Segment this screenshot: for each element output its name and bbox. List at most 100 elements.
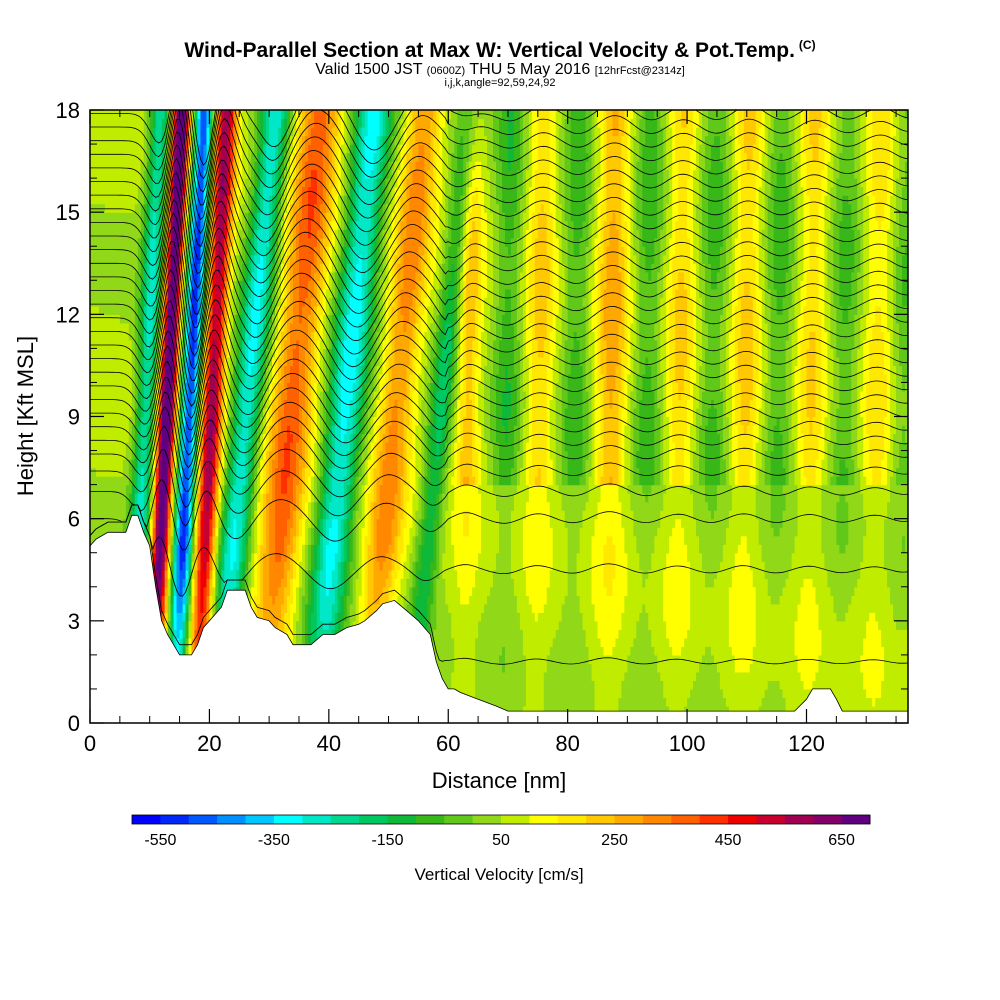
velocity-cell: [752, 680, 757, 690]
velocity-cell: [893, 654, 897, 665]
velocity-cell: [510, 663, 515, 673]
velocity-cell: [800, 697, 805, 707]
velocity-cell: [639, 671, 643, 682]
velocity-cell: [630, 688, 634, 699]
velocity-cell: [463, 671, 467, 682]
velocity-cell: [785, 697, 790, 707]
velocity-cell: [669, 637, 673, 647]
velocity-cell: [501, 646, 506, 656]
velocity-cell: [672, 705, 676, 716]
velocity-cell: [713, 671, 718, 682]
subtitle-utc: (0600Z): [426, 65, 466, 77]
velocity-cell: [785, 663, 790, 673]
velocity-cell: [594, 680, 599, 690]
velocity-cell: [875, 671, 879, 682]
velocity-cell: [884, 663, 888, 673]
velocity-cell: [896, 663, 900, 673]
velocity-cell: [570, 663, 575, 673]
velocity-cell: [472, 663, 476, 673]
velocity-cell: [857, 646, 861, 656]
velocity-cell: [627, 697, 631, 707]
velocity-cell: [899, 646, 903, 656]
velocity-cell: [531, 646, 536, 656]
velocity-cell: [749, 663, 754, 673]
velocity-cell: [899, 637, 903, 647]
velocity-cell: [621, 637, 625, 647]
velocity-cell: [696, 637, 700, 647]
velocity-cell: [525, 680, 530, 690]
velocity-cell: [881, 646, 885, 656]
velocity-cell: [567, 637, 572, 647]
velocity-cell: [731, 705, 736, 716]
velocity-cell: [702, 646, 706, 656]
velocity-cell: [609, 654, 614, 665]
velocity-cell: [585, 680, 590, 690]
velocity-cell: [866, 654, 870, 665]
velocity-cell: [749, 637, 754, 647]
velocity-cell: [621, 688, 625, 699]
velocity-cell: [648, 697, 652, 707]
velocity-cell: [770, 654, 775, 665]
velocity-cell: [466, 688, 470, 699]
velocity-cell: [636, 705, 640, 716]
velocity-cell: [669, 646, 673, 656]
velocity-cell: [301, 637, 306, 647]
velocity-cell: [615, 705, 620, 716]
velocity-cell: [716, 654, 721, 665]
velocity-cell: [660, 654, 664, 665]
velocity-cell: [722, 654, 727, 665]
velocity-cell: [442, 671, 446, 682]
velocity-cell: [827, 663, 831, 673]
velocity-cell: [800, 646, 805, 656]
velocity-cell: [818, 663, 823, 673]
velocity-cell: [812, 671, 817, 682]
velocity-cell: [185, 629, 190, 639]
velocity-cell: [448, 654, 452, 665]
velocity-cell: [588, 680, 593, 690]
velocity-cell: [555, 705, 560, 716]
velocity-cell: [585, 705, 590, 716]
velocity-cell: [191, 629, 196, 639]
velocity-cell: [890, 671, 894, 682]
velocity-cell: [540, 705, 545, 716]
velocity-cell: [863, 646, 867, 656]
velocity-cell: [591, 637, 596, 647]
velocity-cell: [179, 646, 184, 656]
velocity-cell: [657, 663, 661, 673]
velocity-cell: [663, 671, 667, 682]
velocity-cell: [830, 680, 834, 690]
velocity-cell: [451, 663, 455, 673]
velocity-cell: [197, 629, 202, 639]
velocity-cell: [722, 688, 727, 699]
velocity-cell: [854, 680, 858, 690]
velocity-cell: [702, 688, 706, 699]
velocity-cell: [758, 688, 763, 699]
velocity-cell: [791, 705, 796, 716]
velocity-cell: [800, 680, 805, 690]
velocity-cell: [600, 697, 605, 707]
velocity-cell: [525, 697, 530, 707]
velocity-cell: [182, 629, 187, 639]
velocity-cell: [866, 705, 870, 716]
velocity-cell: [594, 697, 599, 707]
velocity-cell: [478, 654, 482, 665]
velocity-cell: [779, 654, 784, 665]
velocity-cell: [612, 654, 617, 665]
velocity-cell: [728, 654, 733, 665]
velocity-cell: [442, 654, 446, 665]
velocity-cell: [722, 671, 727, 682]
velocity-cell: [681, 680, 685, 690]
velocity-cell: [851, 688, 855, 699]
velocity-cell: [690, 654, 694, 665]
velocity-cell: [534, 688, 539, 699]
velocity-cell: [531, 697, 536, 707]
velocity-cell: [525, 646, 530, 656]
velocity-cell: [493, 688, 497, 699]
velocity-cell: [448, 671, 452, 682]
velocity-cell: [531, 663, 536, 673]
velocity-cell: [179, 629, 184, 639]
velocity-cell: [561, 646, 566, 656]
velocity-cell: [848, 671, 852, 682]
velocity-cell: [499, 637, 503, 647]
velocity-cell: [672, 697, 676, 707]
